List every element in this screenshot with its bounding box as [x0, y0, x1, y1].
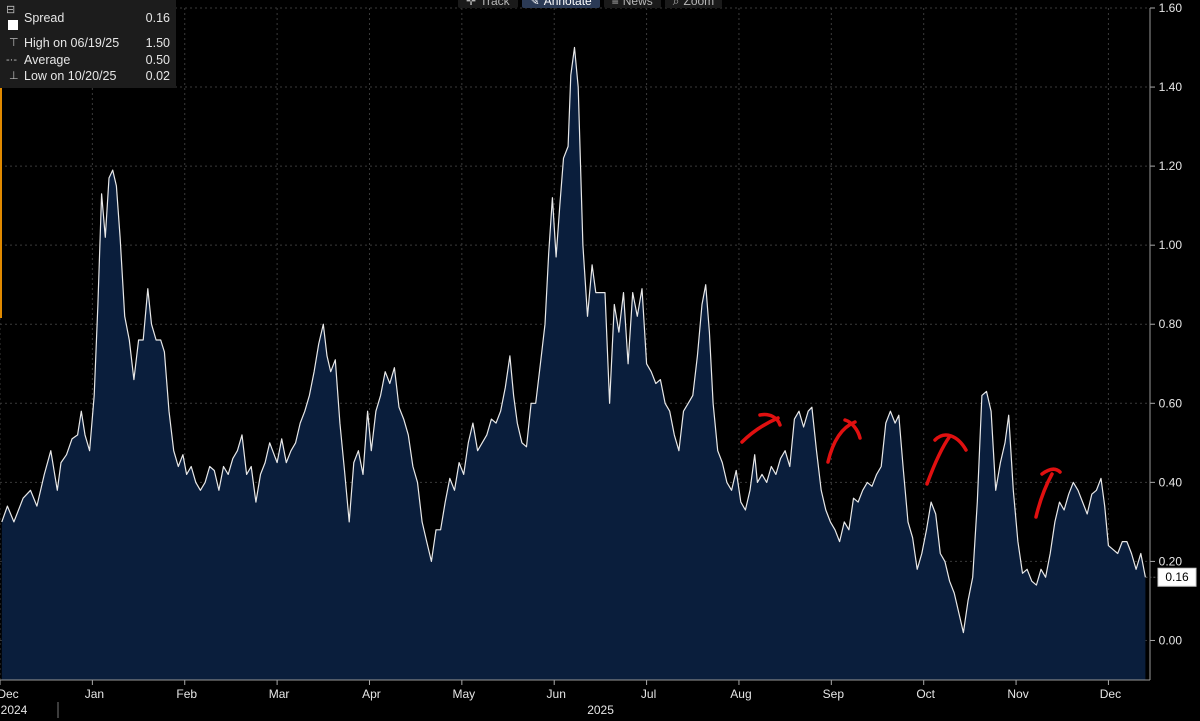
x-tick-label: May — [453, 687, 476, 701]
red-annotation-arrow — [826, 418, 862, 464]
last-value-marker: 0.16 — [1145, 567, 1197, 587]
area-layer — [1, 46, 1146, 680]
x-tick-label: Oct — [916, 687, 935, 701]
x-tick-label: Aug — [730, 687, 751, 701]
y-tick-label: 0.60 — [1159, 396, 1183, 410]
red-annotation-arrow — [925, 433, 968, 486]
x-tick-label: Apr — [362, 687, 381, 701]
legend-low-value: 0.02 — [145, 69, 170, 83]
x-tick-label: Jun — [547, 687, 566, 701]
average-marker-icon: -·- — [6, 53, 17, 66]
hand-drawn-annotations — [740, 412, 1062, 519]
x-tick-label: Jul — [641, 687, 656, 701]
left-edge-marker — [0, 70, 2, 318]
crosshair-icon: ✛ — [466, 0, 477, 8]
y-tick-label: 0.00 — [1159, 633, 1183, 647]
legend-low-row: ⊥ Low on 10/20/25 0.02 — [6, 68, 170, 85]
y-tick-label: 1.20 — [1159, 159, 1183, 173]
legend-average-row: -·- Average 0.50 — [6, 52, 170, 69]
x-tick-label: Nov — [1007, 687, 1028, 701]
y-tick-label: 1.40 — [1159, 80, 1183, 94]
x-tick-label: Dec — [1100, 687, 1121, 701]
x-tick-label: Feb — [176, 687, 197, 701]
series-swatch-icon — [8, 19, 18, 30]
x-tick-label: Mar — [269, 687, 290, 701]
legend-high-label: High on 06/19/25 — [24, 36, 120, 50]
news-button[interactable]: ≡ News — [603, 0, 661, 8]
y-tick-label: 1.60 — [1159, 1, 1183, 15]
y-axis: 0.00 0.20 0.40 0.60 0.80 1.00 1.20 1.40 1.60 — [1149, 1, 1183, 680]
chart-toolbar: ✛ Track ✎ Annotate ≡ News ⌕ Zoom — [458, 0, 723, 8]
zoom-button[interactable]: ⌕ Zoom — [664, 0, 723, 8]
y-tick-label: 1.00 — [1159, 238, 1183, 252]
annotate-button[interactable]: ✎ Annotate — [521, 0, 600, 8]
y-tick-label: 0.80 — [1159, 317, 1183, 331]
last-value-label: 0.16 — [1165, 570, 1189, 584]
legend-high-row: ⊤ High on 06/19/25 1.50 — [6, 35, 170, 52]
legend-high-value: 1.50 — [145, 36, 170, 50]
track-button[interactable]: ✛ Track — [458, 0, 518, 8]
pencil-icon: ✎ — [529, 0, 540, 8]
chart-legend: ⊟ Spread 0.16 ⊤ High on 06/19/25 1.50 -·… — [0, 0, 176, 88]
legend-average-value: 0.50 — [145, 52, 170, 67]
y-tick-label: 0.40 — [1159, 475, 1183, 489]
x-tick-label: Jan — [85, 687, 104, 701]
year-label: 2024 — [1, 703, 28, 717]
legend-series-label: Spread — [24, 11, 65, 26]
last-value-box — [1157, 567, 1197, 587]
legend-series-value: 0.16 — [145, 11, 170, 26]
collapse-icon: ⊟ — [6, 2, 24, 35]
zoom-icon: ⌕ — [672, 0, 680, 8]
red-annotation-arrow — [740, 412, 782, 444]
spread-area — [1, 47, 1146, 680]
x-tick-label: Sep — [823, 687, 845, 701]
y-tick-label: 0.20 — [1159, 554, 1183, 568]
legend-average-label: Average — [24, 52, 71, 67]
x-axis: Dec Jan Feb Mar Apr May Jun Jul Aug Sep Oct Nov Dec 2… — [0, 679, 1150, 718]
low-marker-icon: ⊥ — [6, 70, 19, 82]
year-label: 2025 — [587, 703, 614, 717]
spread-line — [1, 46, 1146, 634]
legend-series-row[interactable]: ⊟ Spread 0.16 — [6, 2, 170, 35]
news-icon: ≡ — [611, 0, 619, 8]
x-tick-label: Dec — [0, 687, 19, 701]
legend-low-label: Low on 10/20/25 — [24, 69, 117, 83]
red-annotation-arrow — [1034, 467, 1062, 519]
high-marker-icon: ⊤ — [6, 37, 19, 49]
